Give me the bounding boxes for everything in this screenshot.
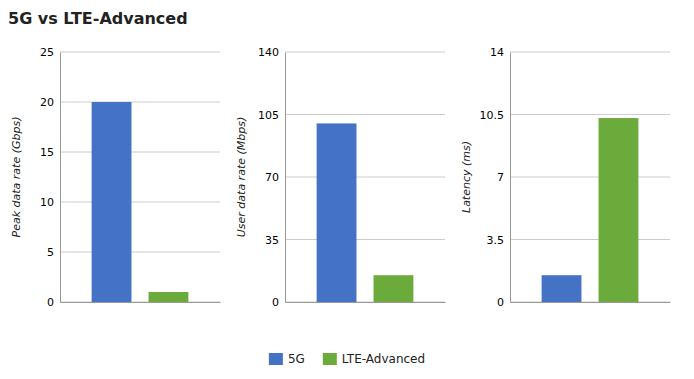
bar	[374, 275, 414, 302]
tick: 7	[497, 171, 510, 184]
tick: 10	[40, 196, 60, 209]
axis-line	[285, 53, 286, 303]
tick-label: 25	[40, 46, 54, 59]
tick-label: 14	[490, 46, 504, 59]
tick: 5	[47, 246, 60, 259]
tick: 0	[497, 296, 510, 309]
chart-container: 5G vs LTE-Advanced 0 5 10 15 20 25 Peak data ra…	[0, 0, 694, 379]
tick-label: 105	[258, 109, 279, 122]
tick-label: 10	[40, 196, 54, 209]
grid-line	[510, 239, 670, 240]
grid-line	[60, 252, 220, 253]
chart-svg: 5G vs LTE-Advanced 0 5 10 15 20 25 Peak data ra…	[0, 0, 694, 379]
tick: 14	[490, 46, 510, 59]
grid-line	[285, 114, 445, 115]
axis-line	[60, 53, 61, 303]
legend-swatch	[269, 353, 283, 365]
tick-label: 0	[497, 296, 504, 309]
grid-line	[60, 202, 220, 203]
grid-line	[60, 102, 220, 103]
bar	[92, 102, 132, 302]
x-axis	[511, 302, 671, 304]
legend: 5G LTE-Advanced	[269, 352, 425, 366]
tick: 3.5	[487, 234, 511, 247]
tick-label: 7	[497, 171, 504, 184]
y-axis-label: User data rate (Mbps)	[235, 117, 248, 237]
tick-label: 0	[272, 296, 279, 309]
panel: 0 3.5 7 10.5 14 Latency (ms)	[460, 46, 671, 309]
plot-area	[317, 123, 414, 302]
legend-label: LTE-Advanced	[342, 352, 425, 366]
tick: 35	[265, 234, 285, 247]
tick: 25	[40, 46, 60, 59]
tick-label: 20	[40, 96, 54, 109]
chart-title: 5G vs LTE-Advanced	[8, 9, 188, 28]
grid-line	[60, 52, 220, 53]
tick: 105	[258, 109, 285, 122]
legend-item: LTE-Advanced	[323, 352, 425, 366]
panel: 0 35 70 105 140 User data rate (Mbps)	[235, 46, 446, 309]
tick-label: 140	[258, 46, 279, 59]
grid-line	[510, 302, 670, 303]
grid	[285, 52, 445, 302]
tick: 0	[47, 296, 60, 309]
y-axis-label: Latency (ms)	[460, 141, 473, 213]
grid-line	[285, 239, 445, 240]
tick: 15	[40, 146, 60, 159]
legend-swatch	[323, 353, 337, 365]
legend-item: 5G	[269, 352, 305, 366]
bar	[599, 118, 639, 302]
grid-line	[285, 52, 445, 53]
tick-label: 70	[265, 171, 279, 184]
legend-label: 5G	[288, 352, 305, 366]
tick: 140	[258, 46, 285, 59]
tick-label: 0	[47, 296, 54, 309]
grid-line	[285, 177, 445, 178]
grid-line	[510, 114, 670, 115]
tick-label: 15	[40, 146, 54, 159]
grid-line	[60, 152, 220, 153]
bar	[149, 292, 189, 302]
grid-line	[510, 52, 670, 53]
plot-area	[92, 102, 189, 302]
axis-line	[510, 53, 511, 303]
axis-line	[286, 302, 446, 303]
grid	[60, 52, 220, 302]
y-axis: 0 3.5 7 10.5 14	[480, 46, 511, 309]
tick-label: 3.5	[487, 234, 505, 247]
grid-line	[60, 302, 220, 303]
tick: 20	[40, 96, 60, 109]
panel: 0 5 10 15 20 25 Peak data rate (Gbps)	[10, 46, 221, 309]
tick: 10.5	[480, 109, 511, 122]
grid-line	[510, 177, 670, 178]
grid-line	[285, 302, 445, 303]
bar	[317, 123, 357, 302]
bar	[542, 275, 582, 302]
tick: 0	[272, 296, 285, 309]
y-axis: 0 5 10 15 20 25	[40, 46, 61, 309]
x-axis	[61, 302, 221, 304]
tick-label: 10.5	[480, 109, 505, 122]
axis-line	[61, 302, 221, 303]
tick-label: 5	[47, 246, 54, 259]
tick-label: 35	[265, 234, 279, 247]
y-axis: 0 35 70 105 140	[258, 46, 286, 309]
tick: 70	[265, 171, 285, 184]
x-axis	[286, 302, 446, 304]
axis-line	[511, 302, 671, 303]
grid	[510, 52, 670, 302]
y-axis-label: Peak data rate (Gbps)	[10, 117, 23, 238]
plot-area	[542, 118, 639, 302]
